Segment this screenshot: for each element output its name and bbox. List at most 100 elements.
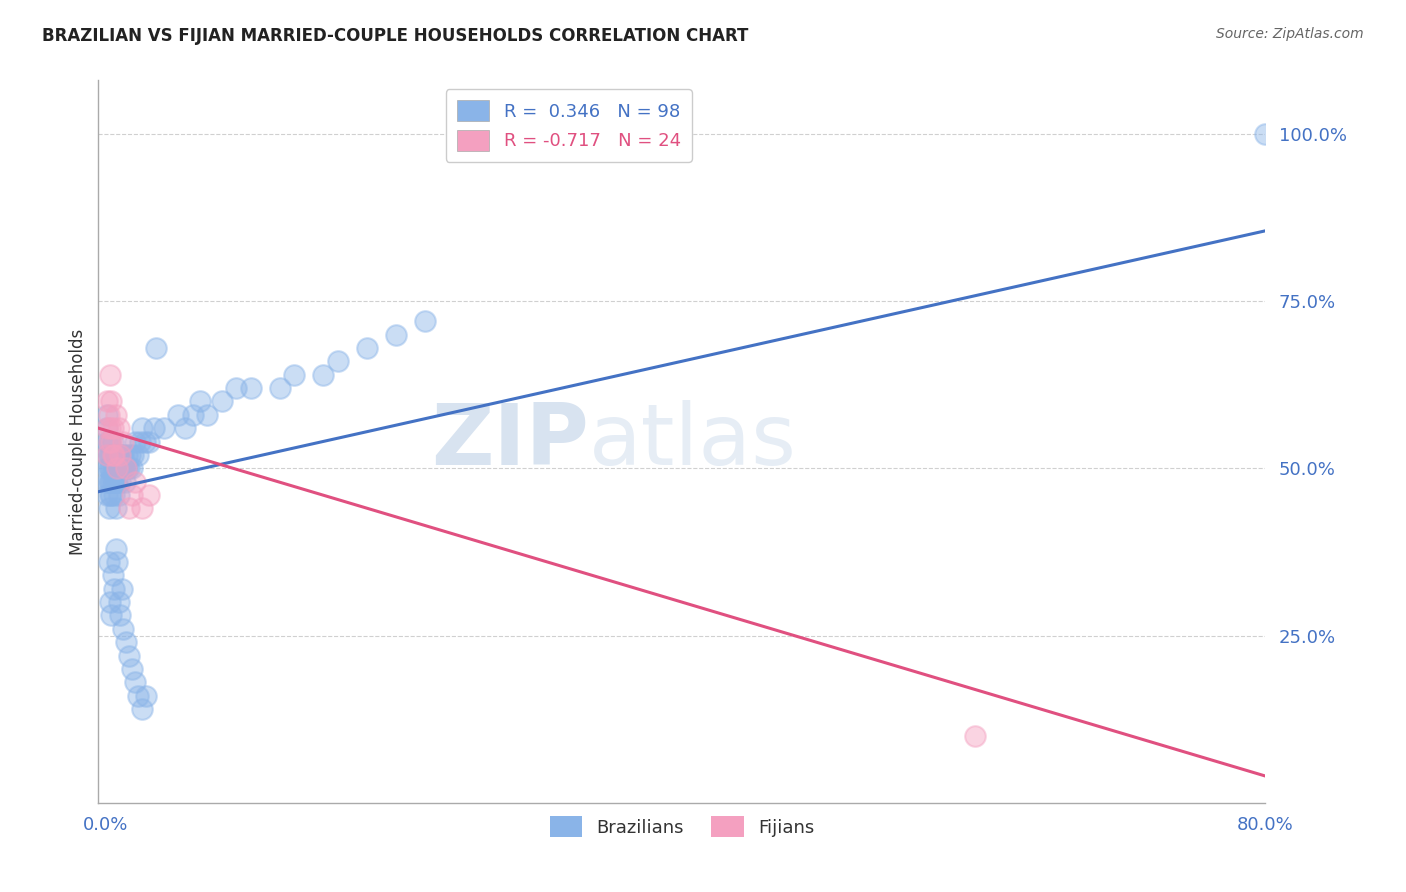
Point	[103, 488, 125, 502]
Point	[174, 421, 197, 435]
Point	[135, 689, 157, 703]
Point	[104, 461, 127, 475]
Point	[413, 314, 436, 328]
Point	[115, 461, 138, 475]
Point	[114, 475, 136, 489]
Point	[101, 568, 124, 582]
Point	[98, 448, 121, 462]
Point	[104, 475, 127, 489]
Point	[118, 501, 141, 516]
Point	[98, 421, 121, 435]
Point	[96, 394, 118, 409]
Text: ZIP: ZIP	[430, 400, 589, 483]
Point	[103, 582, 125, 596]
Point	[96, 488, 118, 502]
Point	[96, 461, 118, 475]
Point	[105, 475, 128, 489]
Point	[97, 408, 120, 422]
Point	[103, 461, 125, 475]
Point	[104, 408, 127, 422]
Point	[97, 501, 120, 516]
Point	[120, 448, 142, 462]
Point	[100, 461, 122, 475]
Point	[239, 381, 262, 395]
Y-axis label: Married-couple Households: Married-couple Households	[69, 328, 87, 555]
Point	[103, 475, 125, 489]
Point	[112, 622, 135, 636]
Point	[211, 394, 233, 409]
Point	[121, 662, 143, 676]
Text: BRAZILIAN VS FIJIAN MARRIED-COUPLE HOUSEHOLDS CORRELATION CHART: BRAZILIAN VS FIJIAN MARRIED-COUPLE HOUSE…	[42, 27, 748, 45]
Point	[101, 448, 124, 462]
Point	[98, 461, 121, 475]
Point	[131, 421, 153, 435]
Point	[97, 448, 120, 462]
Point	[188, 394, 211, 409]
Point	[124, 675, 146, 690]
Point	[142, 421, 165, 435]
Point	[100, 448, 122, 462]
Point	[114, 461, 136, 475]
Point	[112, 448, 135, 462]
Point	[96, 448, 118, 462]
Point	[104, 448, 127, 462]
Point	[107, 488, 129, 502]
Point	[112, 434, 135, 449]
Point	[131, 702, 153, 716]
Point	[98, 368, 121, 382]
Point	[100, 608, 122, 623]
Point	[110, 582, 132, 596]
Point	[108, 608, 131, 623]
Point	[138, 434, 160, 449]
Point	[105, 461, 128, 475]
Point	[97, 475, 120, 489]
Text: Source: ZipAtlas.com: Source: ZipAtlas.com	[1216, 27, 1364, 41]
Point	[105, 448, 128, 462]
Point	[107, 461, 129, 475]
Point	[96, 421, 118, 435]
Point	[104, 501, 127, 516]
Point	[138, 488, 160, 502]
Point	[100, 434, 122, 449]
Point	[108, 475, 131, 489]
Point	[1254, 127, 1277, 141]
Point	[195, 408, 218, 422]
Point	[283, 368, 305, 382]
Point	[98, 434, 121, 449]
Point	[225, 381, 247, 395]
Point	[145, 341, 167, 355]
Point	[124, 475, 146, 489]
Point	[97, 461, 120, 475]
Point	[115, 635, 138, 649]
Point	[108, 448, 131, 462]
Point	[122, 448, 145, 462]
Point	[356, 341, 378, 355]
Point	[107, 448, 129, 462]
Point	[97, 555, 120, 569]
Point	[97, 434, 120, 449]
Point	[108, 461, 131, 475]
Point	[105, 555, 128, 569]
Point	[127, 448, 149, 462]
Point	[97, 434, 120, 449]
Point	[104, 541, 127, 556]
Point	[112, 461, 135, 475]
Point	[384, 327, 406, 342]
Point	[167, 408, 190, 422]
Point	[115, 461, 138, 475]
Point	[103, 448, 125, 462]
Point	[98, 595, 121, 609]
Point	[103, 448, 125, 462]
Point	[108, 448, 131, 462]
Point	[131, 501, 153, 516]
Point	[96, 408, 118, 422]
Point	[107, 595, 129, 609]
Legend: Brazilians, Fijians: Brazilians, Fijians	[543, 809, 821, 845]
Point	[101, 475, 124, 489]
Point	[121, 488, 143, 502]
Point	[127, 689, 149, 703]
Point	[101, 434, 124, 449]
Point	[152, 421, 174, 435]
Point	[118, 461, 141, 475]
Point	[117, 448, 139, 462]
